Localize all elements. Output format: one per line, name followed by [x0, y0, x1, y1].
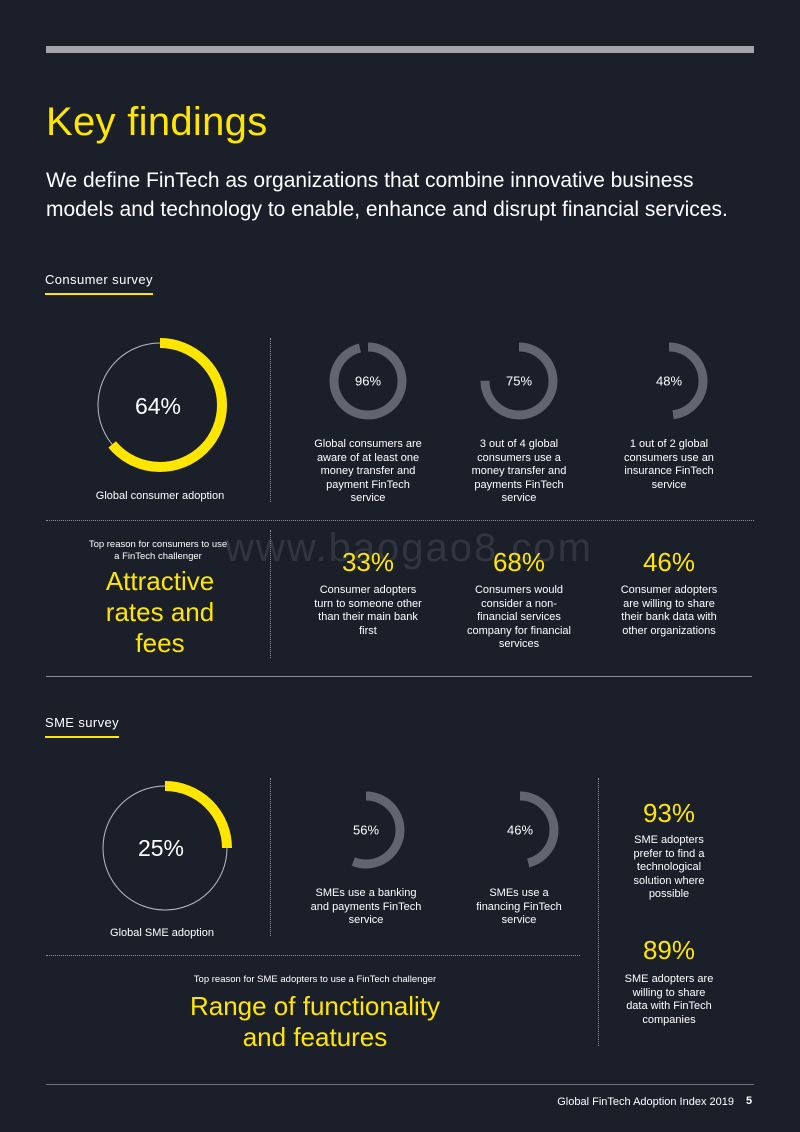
ring-sme-banking: 56% [327, 791, 405, 869]
ring-caption: Global consumers are aware of at least o… [314, 438, 422, 504]
sme-section-label: SME survey [45, 715, 120, 738]
page-title: Key findings [46, 100, 268, 144]
stat-caption: SME adopters are willing to share data w… [624, 973, 714, 1026]
divider-vertical [270, 530, 271, 658]
sme-top-reason-label: Top reason for SME adopters to use a Fin… [193, 974, 437, 985]
ring-caption: 1 out of 2 global consumers use an insur… [624, 438, 714, 491]
ring-pct: 48% [656, 373, 682, 388]
watermark: www.baogao8.com [225, 526, 593, 570]
stat-pct: 68% [492, 547, 546, 577]
stat-pct: 89% [642, 935, 696, 965]
ring-money-transfer: 75% [480, 342, 558, 420]
ring-arc [329, 342, 407, 420]
ring-caption: SMEs use a financing FinTech service [476, 887, 562, 926]
divider-vertical [270, 338, 271, 502]
ring-pct: 75% [506, 373, 532, 388]
ring-sme-financing: 46% [481, 791, 559, 869]
ring-insurance: 48% [630, 342, 708, 420]
page-number: 5 [746, 1095, 753, 1107]
footer-rule [46, 1084, 754, 1085]
stat-caption: Consumers would consider a non-financial… [467, 584, 571, 650]
donut-arc [93, 338, 227, 472]
donut-arc [98, 781, 232, 915]
ring-arc [481, 791, 559, 869]
consumer-adoption-caption: Global consumer adoption [95, 490, 225, 502]
donut-pct: 64% [135, 393, 181, 419]
top-reason-label: Top reason for consumers to use a FinTec… [88, 539, 228, 562]
ring-pct: 56% [353, 822, 379, 837]
divider-horizontal [46, 955, 580, 956]
stat-pct: 46% [642, 547, 696, 577]
top-reason-line1: Attractive [105, 566, 215, 596]
consumer-adoption-donut: 64% [93, 338, 227, 472]
ring-caption: SMEs use a banking and payments FinTech … [310, 887, 422, 926]
ring-awareness: 96% [329, 342, 407, 420]
divider-horizontal [46, 520, 754, 521]
ring-arc [480, 342, 558, 420]
intro-text: We define FinTech as organizations that … [46, 169, 728, 221]
top-reason-line2: rates and [105, 597, 215, 627]
consumer-section-label: Consumer survey [45, 272, 153, 295]
stat-caption: Consumer adopters are willing to share t… [620, 584, 718, 637]
stat-caption: Consumer adopters turn to someone other … [314, 584, 422, 637]
ring-pct: 96% [355, 373, 381, 388]
top-rule [46, 46, 754, 53]
stat-pct: 33% [341, 547, 395, 577]
sme-adoption-donut: 25% [98, 781, 232, 915]
donut-pct: 25% [138, 835, 184, 861]
stat-caption: SME adopters prefer to find a technologi… [633, 834, 705, 900]
divider-vertical [270, 778, 271, 936]
ring-caption: 3 out of 4 global consumers use a money … [471, 438, 567, 504]
ring-arc [630, 342, 708, 420]
stat-pct: 93% [642, 798, 696, 828]
ring-pct: 46% [507, 822, 533, 837]
top-reason-line3: fees [135, 628, 185, 658]
footer-title: Global FinTech Adoption Index 2019 [557, 1096, 734, 1108]
ring-arc [327, 791, 405, 869]
sme-top-reason-line2: and features [242, 1022, 388, 1052]
sme-top-reason-line1: Range of functionality [189, 991, 441, 1021]
section-divider [46, 676, 752, 677]
divider-vertical [598, 778, 599, 1046]
sme-adoption-caption: Global SME adoption [110, 927, 214, 939]
